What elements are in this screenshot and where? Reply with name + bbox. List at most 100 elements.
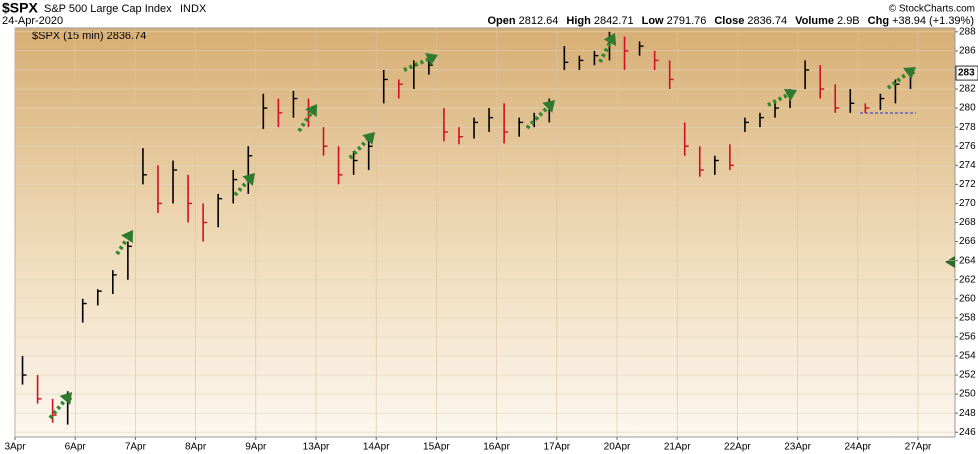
y-tick-label: 246 (959, 427, 976, 438)
price-bar (563, 46, 569, 70)
price-bar (247, 146, 253, 194)
x-tick-label: 9Apr (245, 442, 267, 453)
price-bar (683, 122, 689, 156)
quote-label: Volume (795, 15, 834, 27)
quote-value: 2812.64 (519, 15, 559, 27)
quote-label: Low (642, 15, 664, 27)
price-bar (759, 112, 764, 128)
price-bar (744, 117, 749, 132)
price-marker (945, 256, 955, 268)
price-bar (397, 79, 403, 99)
quote-label: Chg (868, 15, 889, 27)
x-tick-label: 15Apr (423, 442, 450, 453)
plot-area (14, 27, 956, 438)
y-tick-label: 288 (959, 26, 976, 37)
quote-line: Open 2812.64 High 2842.71 Low 2791.76 Close 283… (487, 15, 974, 27)
price-bar (157, 165, 162, 213)
price-bar (729, 144, 734, 171)
price-bar (714, 155, 719, 175)
y-tick-label: 276 (959, 141, 976, 152)
price-bar (864, 103, 870, 113)
x-tick-label: 23Apr (784, 442, 811, 453)
exchange: INDX (180, 3, 207, 15)
price-bar (352, 150, 358, 175)
x-tick-label: 22Apr (724, 442, 751, 453)
x-tick-label: 13Apr (303, 442, 330, 453)
price-bar (51, 398, 57, 423)
price-bar (834, 84, 840, 113)
price-bar (21, 355, 27, 385)
price-bar (96, 289, 102, 306)
x-tick-label: 3Apr (4, 442, 26, 453)
price-bar (653, 50, 659, 70)
y-tick-label: 268 (959, 217, 976, 228)
price-bar (518, 117, 524, 137)
quote-value: 2791.76 (667, 15, 707, 27)
date: 24-Apr-2020 (2, 15, 63, 27)
x-tick-label: 24Apr (844, 442, 871, 453)
price-bar (337, 146, 343, 185)
price-bar (488, 108, 494, 132)
price-bar (819, 65, 825, 99)
price-bar (112, 270, 117, 294)
arrow-shaft (48, 399, 67, 420)
y-tick-label: 266 (959, 236, 976, 247)
symbol: $SPX (2, 0, 38, 16)
quote-value: 2.9B (837, 15, 860, 27)
arrow-head (59, 392, 72, 405)
quote-value: 2842.71 (594, 15, 634, 27)
price-bar (879, 93, 885, 110)
arrow-shaft (115, 238, 129, 256)
price-bar (698, 146, 704, 177)
price-bar (172, 160, 178, 204)
x-tick-label: 8Apr (185, 442, 207, 453)
arrow-head (784, 88, 797, 102)
security-name: S&P 500 Large Cap Index (44, 3, 172, 15)
x-tick-label: 27Apr (905, 442, 932, 453)
x-tick-label: 20Apr (604, 442, 631, 453)
y-tick-label: 254 (959, 351, 976, 362)
arrow-head (542, 100, 555, 113)
arrow-shaft (525, 106, 549, 130)
x-tick-label: 6Apr (65, 442, 87, 453)
price-bar (774, 103, 780, 118)
price-bar (458, 127, 463, 145)
price-bar (593, 50, 599, 66)
x-tick-label: 21Apr (664, 442, 691, 453)
price-bar (292, 90, 298, 118)
price-bar (382, 69, 388, 104)
price-bar (36, 375, 42, 404)
arrow-head (362, 132, 375, 145)
y-tick-label: 248 (959, 408, 976, 419)
y-tick-label: 270 (959, 198, 976, 209)
arrow-shaft (348, 138, 369, 160)
price-bar (277, 98, 283, 128)
price-bar (443, 108, 448, 142)
price-bar (187, 174, 193, 223)
y-tick-label: 264 (959, 255, 976, 266)
y-tick-label: 272 (959, 179, 976, 190)
price-bar (202, 203, 208, 242)
x-tick-label: 7Apr (125, 442, 147, 453)
y-tick-label: 256 (959, 332, 976, 343)
legend: $SPX (15 min) 2836.74 (32, 30, 146, 42)
x-tick-label: 14Apr (363, 442, 390, 453)
x-tick-label: 16Apr (483, 442, 510, 453)
quote-label: High (566, 15, 591, 27)
last-price-box (955, 65, 978, 81)
last-price-label: 283 (958, 68, 975, 79)
y-tick-label: 280 (959, 103, 976, 114)
price-bar (503, 103, 509, 144)
y-tick-label: 282 (959, 84, 976, 95)
arrow-head (305, 104, 317, 118)
quote-value: 2836.74 (747, 15, 787, 27)
quote-value: +38.94 (+1.39%) (892, 15, 974, 27)
arrow-head (425, 53, 438, 66)
quote-label: Open (487, 15, 515, 27)
arrow-head (603, 33, 617, 46)
price-bar (473, 117, 479, 139)
quote-label: Close (714, 15, 744, 27)
y-tick-label: 278 (959, 122, 976, 133)
